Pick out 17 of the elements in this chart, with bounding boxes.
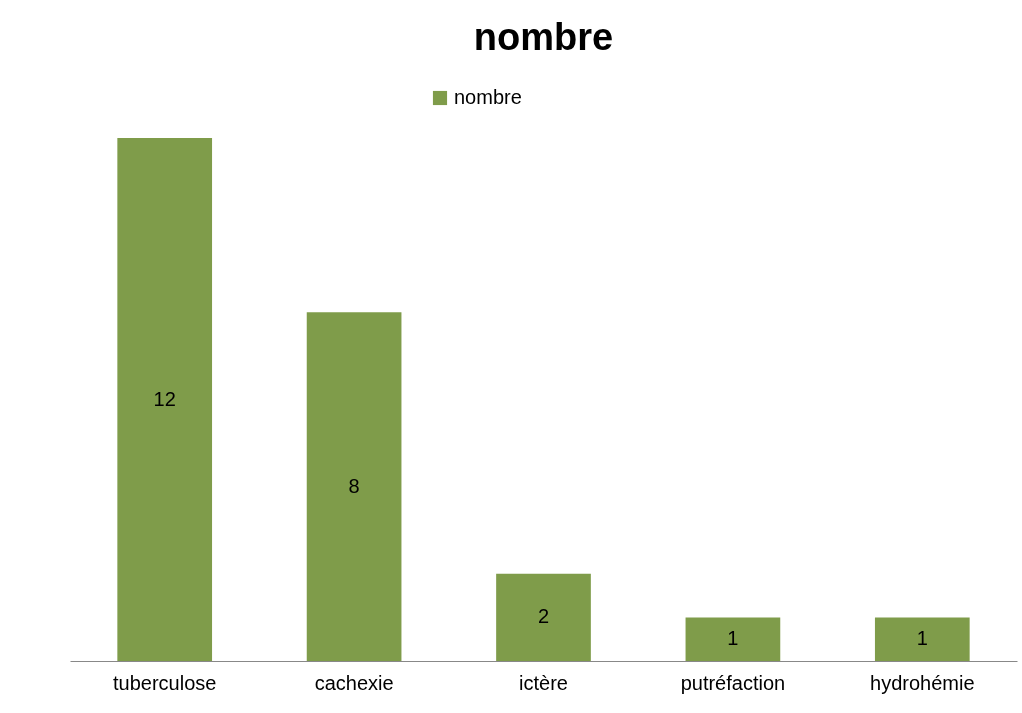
chart-title: nombre — [473, 16, 614, 58]
data-label: 1 — [916, 627, 928, 650]
data-label: 2 — [537, 605, 550, 628]
x-tick-label: putréfaction — [680, 671, 786, 694]
bar — [117, 138, 213, 661]
x-tick-label: hydrohémie — [870, 671, 975, 694]
bar — [685, 617, 781, 661]
x-tick-label: ictère — [519, 671, 568, 694]
bar — [496, 573, 591, 661]
bar — [874, 617, 970, 661]
data-label: 1 — [727, 627, 739, 650]
legend-label: nombre — [454, 86, 522, 108]
x-tick-label: cachexie — [314, 671, 394, 694]
x-tick-label: tuberculose — [113, 671, 217, 694]
bar — [306, 312, 402, 661]
data-label: 8 — [348, 474, 360, 497]
data-label: 12 — [153, 387, 176, 410]
